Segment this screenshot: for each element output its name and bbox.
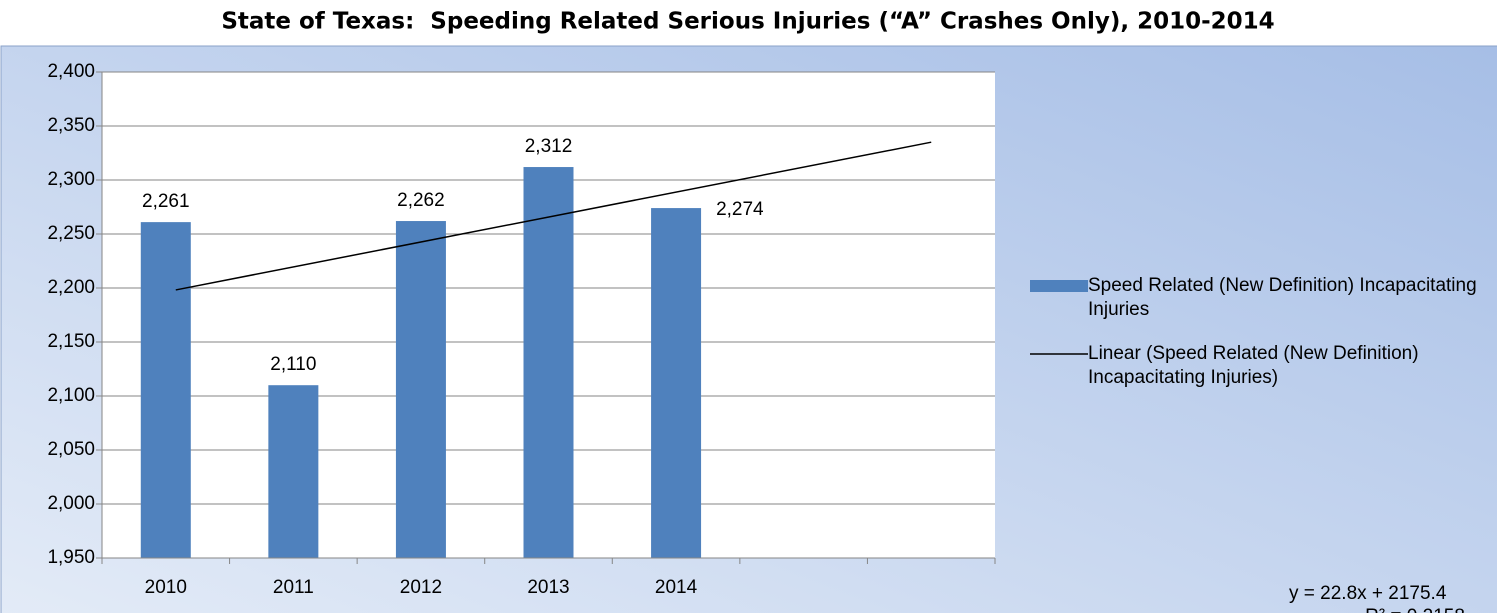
x-tick-label: 2012 bbox=[400, 577, 442, 598]
y-tick-label: 2,150 bbox=[47, 331, 95, 352]
legend-key bbox=[1030, 280, 1088, 292]
y-tick-label: 2,300 bbox=[47, 169, 95, 190]
legend-item: Speed Related (New Definition) Incapacit… bbox=[1030, 274, 1483, 322]
y-tick-label: 2,250 bbox=[47, 223, 95, 244]
data-label: 2,261 bbox=[142, 191, 190, 212]
bar bbox=[651, 208, 702, 558]
legend-label: Linear (Speed Related (New Definition) I… bbox=[1088, 343, 1419, 388]
y-tick-label: 2,400 bbox=[47, 61, 95, 82]
chart-title: State of Texas: Speeding Related Serious… bbox=[221, 9, 1274, 35]
data-label: 2,262 bbox=[397, 190, 445, 211]
legend-key bbox=[1030, 353, 1088, 355]
trendline-r-squared: R² = 0.2158 bbox=[1365, 606, 1465, 613]
y-tick-label: 2,000 bbox=[47, 493, 95, 514]
bar bbox=[268, 385, 319, 558]
y-tick-label: 1,950 bbox=[47, 547, 95, 568]
y-tick-label: 2,350 bbox=[47, 115, 95, 136]
bar bbox=[140, 222, 191, 558]
y-tick-label: 2,200 bbox=[47, 277, 95, 298]
data-label: 2,274 bbox=[716, 199, 764, 220]
x-tick-label: 2014 bbox=[655, 577, 698, 598]
legend-item: Linear (Speed Related (New Definition) I… bbox=[1030, 342, 1483, 390]
trendline-equation: y = 22.8x + 2175.4 bbox=[1289, 583, 1447, 604]
x-tick-label: 2013 bbox=[527, 577, 569, 598]
data-label: 2,110 bbox=[270, 354, 316, 375]
data-label: 2,312 bbox=[525, 136, 573, 157]
y-tick-label: 2,050 bbox=[47, 439, 95, 460]
y-tick-label: 2,100 bbox=[47, 385, 95, 406]
legend-label: Speed Related (New Definition) Incapacit… bbox=[1088, 275, 1477, 320]
bar bbox=[523, 167, 574, 559]
x-tick-label: 2010 bbox=[145, 577, 187, 598]
x-tick-label: 2011 bbox=[273, 577, 314, 598]
bar bbox=[395, 221, 446, 559]
trendline bbox=[175, 141, 932, 291]
